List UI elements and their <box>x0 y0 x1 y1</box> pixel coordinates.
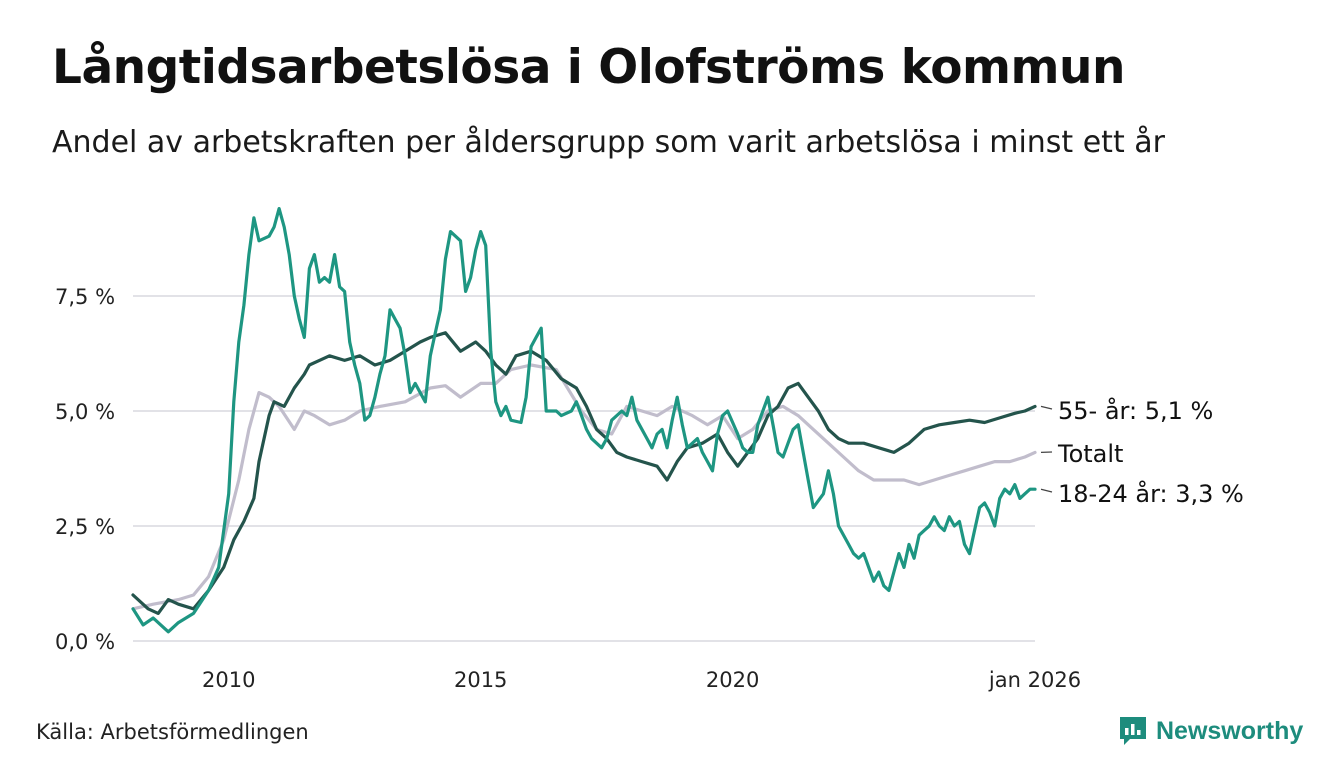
y-tick-label: 0,0 % <box>55 630 115 654</box>
label-leader <box>1040 405 1053 410</box>
end-label-55: 55- år: 5,1 % <box>1058 396 1213 425</box>
grid-lines <box>133 295 1035 642</box>
x-axis-ticks: 2010 2015 2020 jan 2026 <box>202 668 1081 692</box>
page-title: Långtidsarbetslösa i Olofströms kommun <box>52 40 1125 95</box>
end-label-total: Totalt <box>1057 440 1123 468</box>
x-tick-label: 2010 <box>202 668 255 692</box>
x-tick-label: 2015 <box>454 668 507 692</box>
brand-name: Newsworthy <box>1156 716 1304 745</box>
x-tick-label: 2020 <box>706 668 759 692</box>
brand-logo[interactable]: Newsworthy <box>1118 714 1303 748</box>
y-axis-ticks: 0,0 % 2,5 % 5,0 % 7,5 % <box>55 285 115 654</box>
source-note: Källa: Arbetsförmedlingen <box>36 720 309 744</box>
series-line-18-24 <box>131 207 1037 634</box>
x-tick-label: jan 2026 <box>988 668 1081 692</box>
y-tick-label: 7,5 % <box>55 285 115 309</box>
series-lines <box>131 207 1037 634</box>
y-tick-label: 2,5 % <box>55 515 115 539</box>
newsworthy-logo-icon <box>1120 717 1146 745</box>
label-leader <box>1040 488 1053 493</box>
end-label-18-24: 18-24 år: 3,3 % <box>1058 479 1244 508</box>
y-tick-label: 5,0 % <box>55 400 115 424</box>
series-line-55 <box>131 331 1037 615</box>
end-labels: 55- år: 5,1 % Totalt 18-24 år: 3,3 % <box>1040 396 1244 508</box>
chart-subtitle: Andel av arbetskraften per åldersgrupp s… <box>52 125 1165 160</box>
